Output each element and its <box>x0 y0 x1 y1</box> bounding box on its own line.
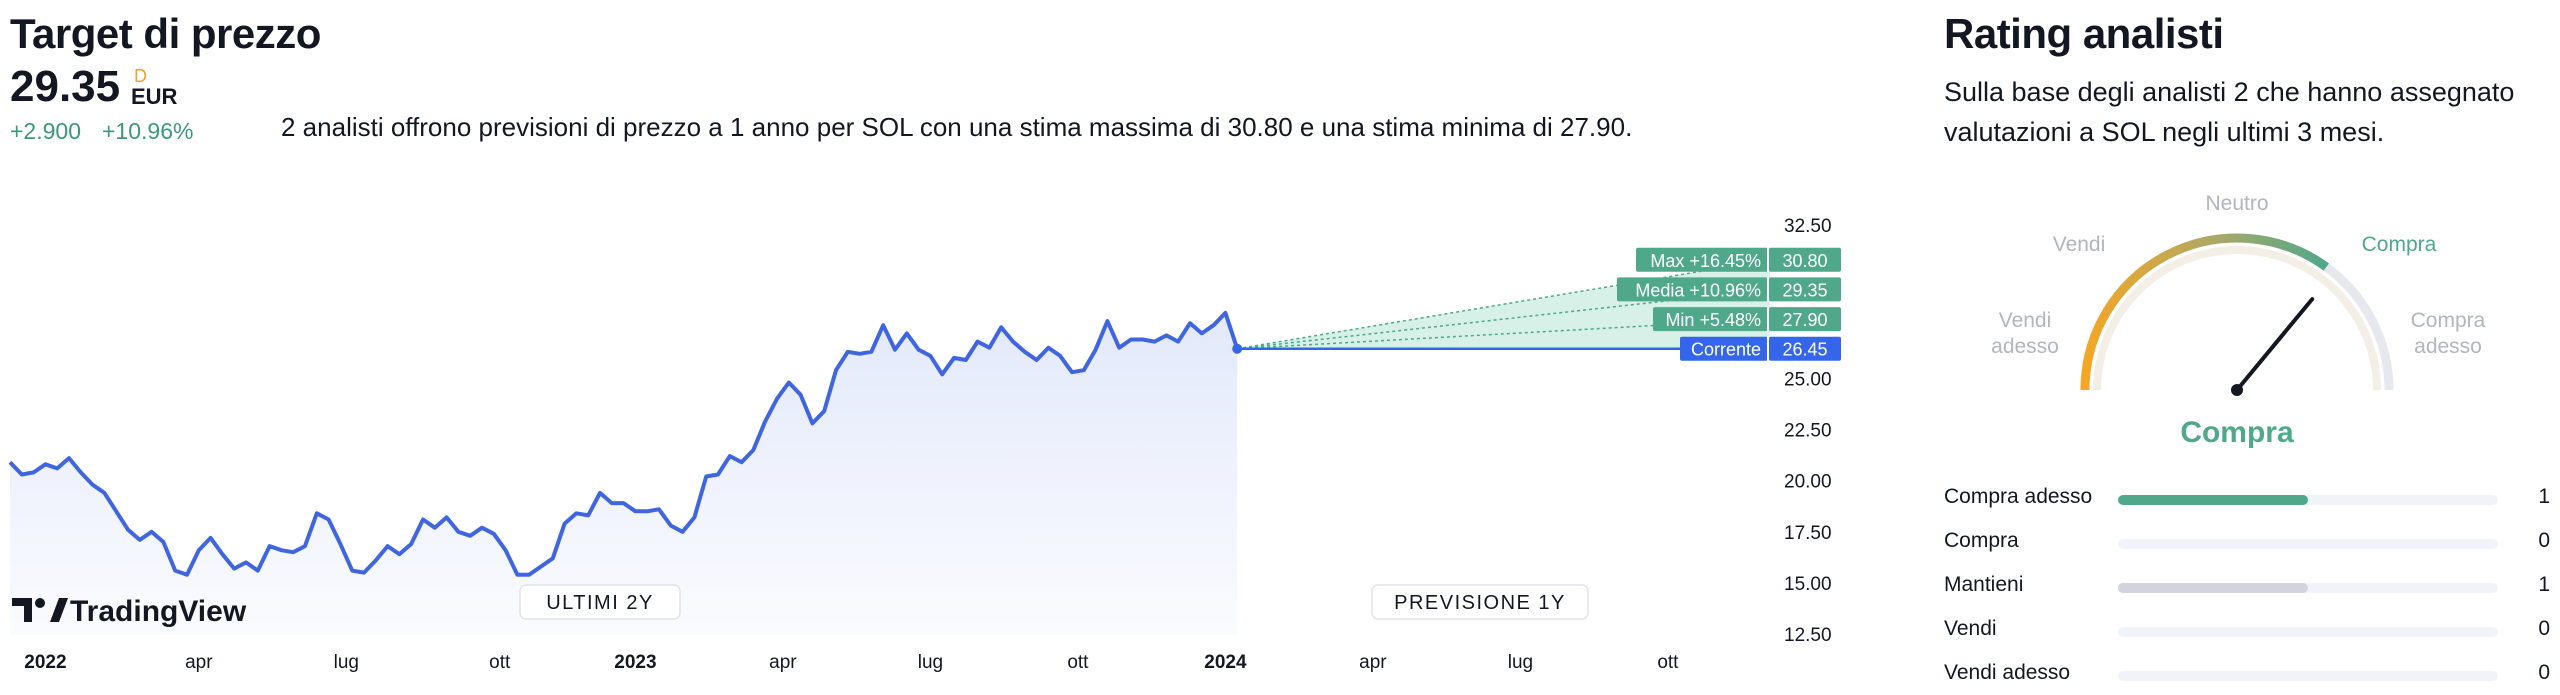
tradingview-logo-text: TradingView <box>70 595 247 628</box>
forecast-label-text: Max +16.45% <box>1650 251 1761 271</box>
rating-breakdown-track <box>2118 627 2498 637</box>
rating-breakdown-count: 0 <box>2538 661 2550 684</box>
rating-breakdown-count: 0 <box>2538 529 2550 552</box>
price-target-section: Target di prezzo 29.35 D EUR +2.900 +10.… <box>8 10 1841 673</box>
rating-result: Compra <box>2180 416 2294 449</box>
y-tick-label: 17.50 <box>1784 523 1832 544</box>
y-tick-label: 25.00 <box>1784 369 1832 390</box>
price-line <box>8 310 1240 577</box>
price-target-title: Target di prezzo <box>10 10 321 57</box>
x-tick-label: 2024 <box>1204 652 1247 673</box>
x-tick-label: apr <box>769 652 797 673</box>
change-percent: +10.96% <box>102 118 194 144</box>
analyst-rating-description: Sulla base degli analisti 2 che hanno as… <box>1944 77 2515 147</box>
y-tick-label: 22.50 <box>1784 421 1832 442</box>
gauge-label-buy: Compra <box>2362 233 2437 256</box>
x-tick-label: ott <box>1067 652 1089 673</box>
rating-breakdown-row: Mantieni 1 <box>1944 573 2560 603</box>
gauge-active-arc <box>2080 233 2329 391</box>
x-tick-label: ott <box>1657 652 1679 673</box>
rating-breakdown-track <box>2118 583 2498 593</box>
rating-breakdown-row: Compra adesso 1 <box>1944 485 2560 515</box>
gauge-needle-pivot <box>2231 384 2243 396</box>
rating-breakdown-track <box>2118 495 2498 505</box>
x-tick-label: 2022 <box>24 652 66 673</box>
x-tick-label: lug <box>334 652 359 673</box>
rating-breakdown-label: Compra adesso <box>1944 485 2093 508</box>
gauge-inner-track <box>2093 246 2381 391</box>
rating-breakdown-label: Compra <box>1944 529 2019 552</box>
rating-gauge: Vendi adesso Vendi Neutro Compra Compra adesso… <box>1991 192 2486 449</box>
gauge-needle <box>2235 297 2315 392</box>
forecast-average-label: Media +10.96% 29.35 <box>1617 277 1841 302</box>
gauge-label-strong-sell: adesso <box>1991 335 2059 358</box>
rating-breakdown-label: Vendi <box>1944 617 1997 640</box>
gauge-label-sell: Vendi <box>2053 233 2106 256</box>
forecast-label-value: 30.80 <box>1782 251 1827 271</box>
y-tick-label: 15.00 <box>1784 574 1832 595</box>
forecast-label-value: 26.45 <box>1782 340 1827 360</box>
section-label-forecast: PREVISIONE 1Y <box>1371 584 1589 620</box>
y-tick-label: 32.50 <box>1784 216 1832 237</box>
forecast-label-text: Media +10.96% <box>1635 280 1761 300</box>
rating-breakdown-row: Compra 0 <box>1944 529 2560 559</box>
current-price-marker <box>1232 343 1243 354</box>
forecast-label-value: 29.35 <box>1782 280 1827 300</box>
section-label-text: ULTIMI 2Y <box>546 592 654 614</box>
delayed-flag: D <box>134 66 147 86</box>
gauge-label-strong-sell: Vendi <box>1999 309 2052 332</box>
x-tick-label: lug <box>1508 652 1533 673</box>
tradingview-logo: TradingView <box>12 595 247 628</box>
gauge-label-strong-buy: adesso <box>2414 335 2482 358</box>
gauge-track <box>2080 233 2394 391</box>
rating-breakdown-count: 1 <box>2538 485 2550 508</box>
price-area <box>10 312 1238 635</box>
price-currency: EUR <box>131 84 178 109</box>
plot-area <box>8 310 1240 635</box>
rating-breakdown-count: 1 <box>2538 573 2550 596</box>
forecast-max-line <box>1237 259 1771 350</box>
gauge-label-neutral: Neutro <box>2205 192 2268 215</box>
change-absolute: +2.900 <box>10 118 81 144</box>
rating-breakdown-label: Vendi adesso <box>1944 661 2071 684</box>
forecast-label-value: 27.90 <box>1782 310 1827 330</box>
rating-breakdown-count: 0 <box>2538 617 2550 640</box>
analyst-rating-section: Rating analisti Sulla base degli analist… <box>1944 0 2560 695</box>
y-tick-label: 12.50 <box>1784 625 1832 646</box>
x-tick-label: apr <box>185 652 213 673</box>
rating-breakdown-track <box>2118 539 2498 549</box>
section-label-past: ULTIMI 2Y <box>519 584 681 620</box>
tradingview-logo-icon <box>12 598 32 622</box>
rating-breakdown-track <box>2118 671 2498 681</box>
forecast-label-text: Corrente <box>1691 340 1761 360</box>
rating-breakdown-row: Vendi adesso 0 <box>1944 661 2560 691</box>
rating-breakdown-row: Vendi 0 <box>1944 617 2560 647</box>
forecast-max-label: Max +16.45% 30.80 <box>1636 247 1841 272</box>
target-price: 29.35 <box>10 62 121 111</box>
gauge-label-strong-buy: Compra <box>2411 309 2486 332</box>
analyst-rating-title: Rating analisti <box>1944 10 2224 57</box>
forecast-current-label: Corrente 26.45 <box>1680 336 1841 361</box>
rating-breakdown-label: Mantieni <box>1944 573 2024 596</box>
y-tick-label: 20.00 <box>1784 472 1832 493</box>
forecast-min-label: Min +5.48% 27.90 <box>1653 307 1841 332</box>
x-tick-label: lug <box>918 652 943 673</box>
forecast-label-text: Min +5.48% <box>1665 310 1761 330</box>
x-tick-label: ott <box>489 652 511 673</box>
x-tick-label: apr <box>1359 652 1387 673</box>
price-target-chart: 32.50 25.00 22.50 20.00 17.50 15.00 12.50 Max +… <box>8 216 1841 673</box>
rating-breakdown-fill <box>2118 495 2308 505</box>
section-label-text: PREVISIONE 1Y <box>1394 592 1566 614</box>
rating-breakdown-fill <box>2118 583 2308 593</box>
x-tick-label: 2023 <box>614 652 656 673</box>
price-target-description: 2 analisti offrono previsioni di prezzo … <box>281 112 1633 142</box>
